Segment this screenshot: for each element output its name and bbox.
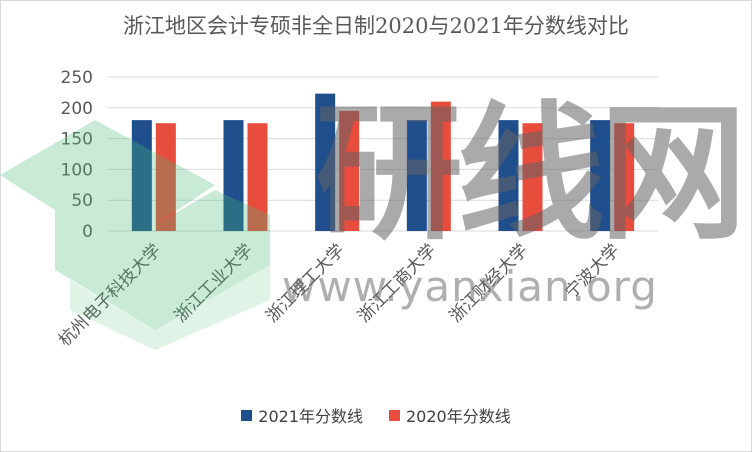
y-tick-label: 50	[71, 191, 93, 211]
bar-series-1	[223, 120, 244, 231]
legend-item: 2020年分数线	[389, 403, 511, 427]
legend-swatch	[241, 409, 253, 421]
y-tick-label: 200	[61, 99, 93, 119]
bar-series-2	[155, 123, 176, 231]
bar-series-2	[614, 123, 635, 231]
x-tick-label: 浙江工业大学	[171, 240, 257, 326]
legend-label: 2020年分数线	[406, 407, 511, 426]
bar-series-2	[339, 110, 360, 231]
x-tick-label: 杭州电子科技大学	[55, 240, 165, 350]
legend: 2021年分数线 2020年分数线	[0, 403, 752, 427]
y-tick-label: 0	[82, 222, 93, 242]
legend-swatch	[389, 409, 400, 421]
y-tick-label: 100	[61, 160, 93, 180]
watermark-url: www.yanxian.org	[282, 262, 658, 311]
y-tick-label: 150	[61, 130, 93, 150]
bar-series-2	[522, 123, 543, 231]
bar-series-1	[406, 120, 427, 231]
bar-series-1	[498, 120, 519, 231]
legend-label: 2021年分数线	[258, 407, 363, 426]
legend-item: 2021年分数线	[241, 403, 363, 427]
watermark-text: 研线网	[315, 88, 747, 260]
y-tick-label: 250	[61, 68, 93, 88]
bar-series-1	[315, 93, 336, 231]
bar-series-2	[247, 123, 268, 231]
bar-series-1	[131, 120, 152, 231]
bar-series-1	[590, 120, 611, 231]
bar-series-2	[430, 101, 451, 231]
chart-title: 浙江地区会计专硕非全日制2020与2021年分数线对比	[123, 14, 629, 38]
